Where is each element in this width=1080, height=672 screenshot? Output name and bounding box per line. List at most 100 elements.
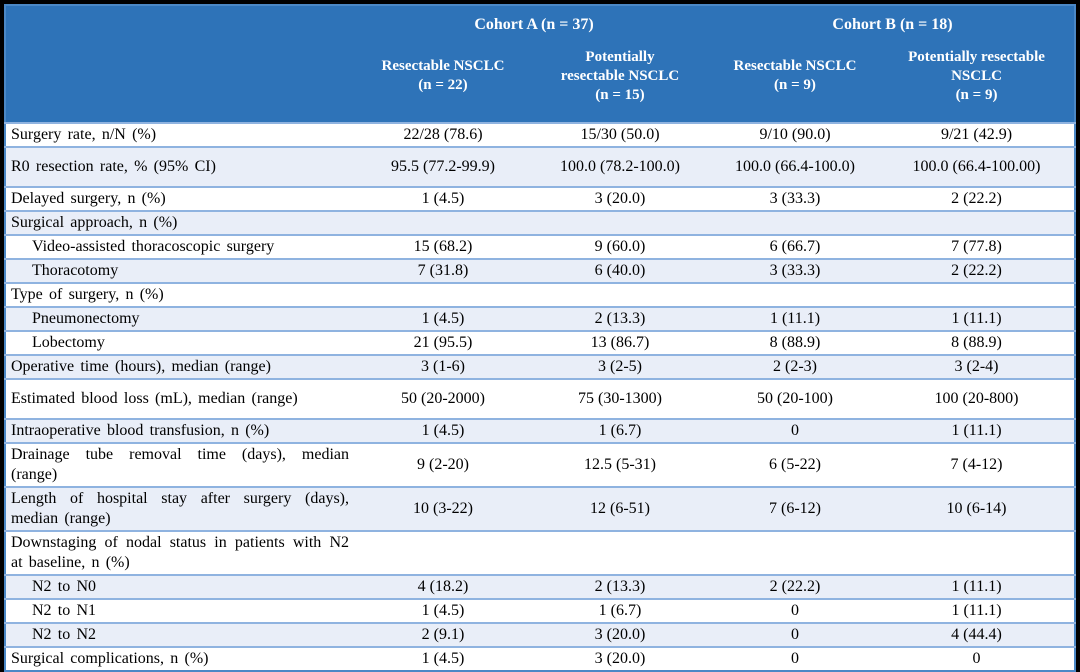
cell-value: 7 (31.8) <box>357 258 529 283</box>
cell-value: 3 (2-4) <box>879 354 1076 379</box>
cell-value: 6 (5-22) <box>711 442 879 487</box>
cell-value: 3 (2-5) <box>529 354 711 379</box>
column-header-potentially-b: Potentially resectable NSCLC (n = 9) <box>879 38 1076 123</box>
cell-value: 8 (88.9) <box>879 330 1076 355</box>
table-row: R0 resection rate, % (95% CI) 95.5 (77.2… <box>5 146 1076 187</box>
cell-value <box>711 210 879 235</box>
cell-value: 1 (11.1) <box>879 418 1076 443</box>
cell-value: 0 <box>711 598 879 623</box>
cell-value: 95.5 (77.2-99.9) <box>357 146 529 187</box>
cell-value <box>879 210 1076 235</box>
cell-value: 1 (11.1) <box>879 598 1076 623</box>
row-label: Drainage tube removal time (days), media… <box>5 442 357 487</box>
table-body: Surgery rate, n/N (%) 22/28 (78.6) 15/30… <box>5 122 1076 671</box>
cell-value: 1 (11.1) <box>879 306 1076 331</box>
empty-corner-cell <box>5 5 357 38</box>
row-label: Length of hospital stay after surgery (d… <box>5 486 357 531</box>
cell-value: 0 <box>711 418 879 443</box>
cell-value: 6 (40.0) <box>529 258 711 283</box>
cell-value: 100 (20-800) <box>879 378 1076 419</box>
cell-value: 9 (60.0) <box>529 234 711 259</box>
table-row: N2 to N0 4 (18.2) 2 (13.3) 2 (22.2) 1 (1… <box>5 574 1076 599</box>
cell-value: 2 (13.3) <box>529 306 711 331</box>
table-row: Length of hospital stay after surgery (d… <box>5 486 1076 531</box>
cell-value: 50 (20-2000) <box>357 378 529 419</box>
cell-value: 0 <box>879 646 1076 671</box>
table-section-row: Downstaging of nodal status in patients … <box>5 530 1076 575</box>
cell-value: 1 (6.7) <box>529 418 711 443</box>
row-label: Surgery rate, n/N (%) <box>5 122 357 147</box>
cell-value: 3 (33.3) <box>711 186 879 211</box>
empty-corner-cell <box>5 38 357 123</box>
table-row: Surgery rate, n/N (%) 22/28 (78.6) 15/30… <box>5 122 1076 147</box>
cell-value: 10 (6-14) <box>879 486 1076 531</box>
cell-value: 3 (33.3) <box>711 258 879 283</box>
cell-value <box>711 282 879 307</box>
cell-value: 1 (11.1) <box>879 574 1076 599</box>
cell-value <box>529 530 711 575</box>
cell-value: 75 (30-1300) <box>529 378 711 419</box>
column-header-resectable-b: Resectable NSCLC (n = 9) <box>711 38 879 123</box>
cell-value: 3 (1-6) <box>357 354 529 379</box>
cell-value <box>357 530 529 575</box>
cell-value: 1 (11.1) <box>711 306 879 331</box>
cell-value: 15 (68.2) <box>357 234 529 259</box>
table-row: Intraoperative blood transfusion, n (%) … <box>5 418 1076 443</box>
row-label: N2 to N1 <box>5 598 357 623</box>
cell-value: 2 (22.2) <box>711 574 879 599</box>
surgery-outcomes-table: Cohort A (n = 37) Cohort B (n = 18) Rese… <box>4 4 1077 672</box>
cell-value <box>879 530 1076 575</box>
table-row: N2 to N2 2 (9.1) 3 (20.0) 0 4 (44.4) <box>5 622 1076 647</box>
cell-value: 13 (86.7) <box>529 330 711 355</box>
row-label: Thoracotomy <box>5 258 357 283</box>
cell-value: 4 (44.4) <box>879 622 1076 647</box>
cell-value: 1 (4.5) <box>357 646 529 671</box>
cell-value: 2 (22.2) <box>879 186 1076 211</box>
cell-value: 0 <box>711 646 879 671</box>
cohort-header-row: Cohort A (n = 37) Cohort B (n = 18) <box>5 5 1076 38</box>
cell-value: 4 (18.2) <box>357 574 529 599</box>
cell-value: 1 (4.5) <box>357 306 529 331</box>
page-background: { "table": { "header": { "cohort_a": "Co… <box>4 4 1077 672</box>
table-row: Estimated blood loss (mL), median (range… <box>5 378 1076 419</box>
table-row: Delayed surgery, n (%) 1 (4.5) 3 (20.0) … <box>5 186 1076 211</box>
table-section-row: Surgical approach, n (%) <box>5 210 1076 235</box>
surgery-outcomes-table-wrap: Cohort A (n = 37) Cohort B (n = 18) Rese… <box>4 4 1077 672</box>
row-label: Operative time (hours), median (range) <box>5 354 357 379</box>
table-row: Surgical complications, n (%) 1 (4.5) 3 … <box>5 646 1076 671</box>
cell-value: 7 (77.8) <box>879 234 1076 259</box>
cell-value: 2 (2-3) <box>711 354 879 379</box>
table-section-row: Type of surgery, n (%) <box>5 282 1076 307</box>
cell-value: 0 <box>711 622 879 647</box>
column-header-row: Resectable NSCLC (n = 22) Potentially re… <box>5 38 1076 123</box>
cell-value: 22/28 (78.6) <box>357 122 529 147</box>
cell-value: 50 (20-100) <box>711 378 879 419</box>
cell-value: 10 (3-22) <box>357 486 529 531</box>
cell-value: 6 (66.7) <box>711 234 879 259</box>
table-row: Video-assisted thoracoscopic surgery 15 … <box>5 234 1076 259</box>
table-header: Cohort A (n = 37) Cohort B (n = 18) Rese… <box>5 5 1076 123</box>
cell-value: 12.5 (5-31) <box>529 442 711 487</box>
cell-value <box>879 282 1076 307</box>
table-row: Drainage tube removal time (days), media… <box>5 442 1076 487</box>
cell-value: 3 (20.0) <box>529 186 711 211</box>
cell-value: 100.0 (66.4-100.0) <box>711 146 879 187</box>
table-row: Pneumonectomy 1 (4.5) 2 (13.3) 1 (11.1) … <box>5 306 1076 331</box>
cell-value: 21 (95.5) <box>357 330 529 355</box>
cell-value: 12 (6-51) <box>529 486 711 531</box>
row-label: Estimated blood loss (mL), median (range… <box>5 378 357 419</box>
cell-value: 1 (4.5) <box>357 186 529 211</box>
cell-value: 2 (13.3) <box>529 574 711 599</box>
column-header-potentially-a: Potentially resectable NSCLC (n = 15) <box>529 38 711 123</box>
row-label: Lobectomy <box>5 330 357 355</box>
cell-value <box>357 210 529 235</box>
cell-value: 1 (4.5) <box>357 418 529 443</box>
cell-value: 3 (20.0) <box>529 646 711 671</box>
row-label: Intraoperative blood transfusion, n (%) <box>5 418 357 443</box>
cell-value <box>529 282 711 307</box>
row-label: Delayed surgery, n (%) <box>5 186 357 211</box>
cell-value: 8 (88.9) <box>711 330 879 355</box>
cell-value: 9/10 (90.0) <box>711 122 879 147</box>
cell-value: 2 (22.2) <box>879 258 1076 283</box>
cohort-b-header: Cohort B (n = 18) <box>711 5 1076 38</box>
